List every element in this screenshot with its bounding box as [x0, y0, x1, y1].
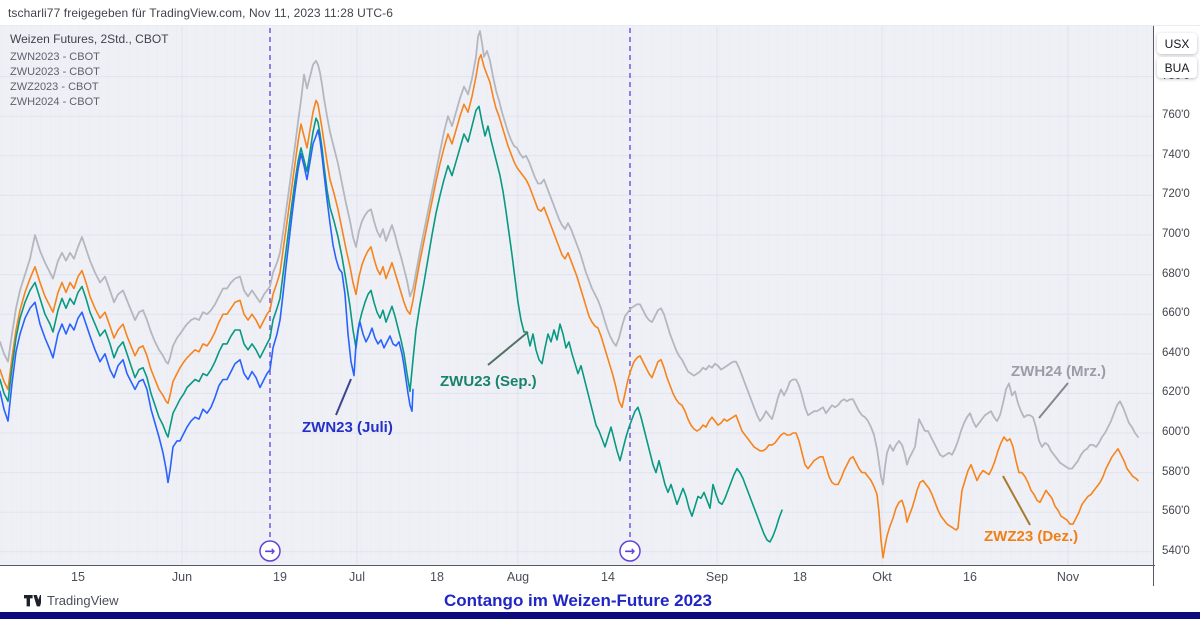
annotation-zwn23[interactable]: ZWN23 (Juli) [302, 419, 393, 436]
time-axis[interactable]: 15 Jun 19 Jul 18 Aug 14 Sep 18 Okt 16 Nov [0, 566, 1200, 591]
legend-instrument-zwz2023[interactable]: ZWZ2023 - CBOT [10, 81, 99, 93]
price-axis-label: 720'0 [1162, 188, 1190, 201]
circled-right-arrow-icon[interactable] [619, 540, 641, 562]
circled-right-arrow-icon[interactable] [259, 540, 281, 562]
annotation-pointer-line [1002, 475, 1031, 526]
series-line-ZWZ2023[interactable] [0, 54, 1139, 559]
legend-instrument-zwh2024[interactable]: ZWH2024 - CBOT [10, 96, 100, 108]
price-axis-label: 700'0 [1162, 228, 1190, 240]
price-axis-label: 580'0 [1162, 465, 1190, 478]
time-axis-label: Nov [1056, 570, 1080, 584]
chart-legend: Weizen Futures, 2Std., CBOT ZWN2023 - CB… [10, 32, 169, 110]
time-axis-border [0, 565, 1155, 566]
series-line-ZWU2023[interactable] [0, 105, 783, 543]
annotation-pointer-line [1038, 382, 1069, 419]
price-axis-border [1153, 26, 1154, 586]
time-axis-label: Jun [171, 570, 193, 584]
series-line-ZWH2024[interactable] [0, 30, 1139, 486]
chart-caption: Contango im Weizen-Future 2023 [444, 591, 712, 610]
price-axis-label: 660'0 [1162, 307, 1190, 320]
bottom-accent-strip [0, 612, 1200, 619]
unit-badge-bua[interactable]: BUA [1157, 57, 1197, 78]
annotation-pointer-line [335, 378, 352, 416]
tradingview-logo-icon [24, 594, 41, 606]
legend-instrument-zwn2023[interactable]: ZWN2023 - CBOT [10, 51, 100, 63]
annotation-zwz23[interactable]: ZWZ23 (Dez.) [984, 528, 1079, 545]
chart-pane[interactable]: → → Weizen Futures, 2Std., CBOT ZWN2023 -… [0, 26, 1153, 565]
price-axis-label: 560'0 [1162, 505, 1190, 518]
time-axis-label: 16 [963, 570, 977, 584]
price-axis-label: 620'0 [1162, 386, 1190, 399]
price-axis[interactable]: USX BUA 540'0 560'0 580'0 600'0 620'0 640'0 66… [1154, 26, 1200, 565]
series-line-ZWN2023[interactable] [0, 129, 414, 484]
time-axis-label: Okt [872, 570, 892, 584]
unit-badge-usx[interactable]: USX [1157, 33, 1197, 54]
price-axis-label: 600'0 [1162, 426, 1190, 438]
price-axis-label: 760'0 [1162, 109, 1190, 122]
time-axis-label: 18 [793, 570, 807, 584]
annotation-zwh24[interactable]: ZWH24 (Mrz.) [1011, 363, 1106, 380]
annotation-zwu23[interactable]: ZWU23 (Sep.) [440, 373, 537, 390]
time-axis-label: Aug [506, 570, 530, 584]
chart-canvas[interactable]: → → [0, 26, 1153, 565]
tradingview-brand-label: TradingView [47, 593, 119, 608]
attribution-text: tscharli77 freigegeben für TradingView.c… [8, 6, 394, 20]
price-axis-label: 680'0 [1162, 267, 1190, 280]
time-axis-label: Sep [705, 570, 729, 584]
time-axis-label: 15 [71, 570, 85, 584]
footer-bar: TradingView Contango im Weizen-Future 20… [0, 590, 1200, 612]
right-arrow-glyph: → [625, 545, 636, 560]
right-arrow-glyph: → [265, 545, 276, 560]
annotation-pointer-line [487, 331, 529, 366]
price-axis-label: 740'0 [1162, 148, 1190, 161]
tradingview-brand[interactable]: TradingView [24, 593, 119, 608]
price-unit-badges: USX BUA [1157, 33, 1197, 81]
legend-symbol-title[interactable]: Weizen Futures, 2Std., CBOT [10, 32, 169, 46]
time-axis-label: Jul [349, 570, 365, 584]
time-axis-label: 14 [601, 570, 615, 584]
price-axis-label: 540'0 [1162, 544, 1190, 557]
time-axis-label: 19 [273, 570, 287, 584]
legend-instrument-zwu2023[interactable]: ZWU2023 - CBOT [10, 66, 100, 78]
time-axis-label: 18 [430, 570, 444, 584]
top-attribution-bar: tscharli77 freigegeben für TradingView.c… [0, 0, 1200, 26]
price-axis-label: 640'0 [1162, 346, 1190, 359]
